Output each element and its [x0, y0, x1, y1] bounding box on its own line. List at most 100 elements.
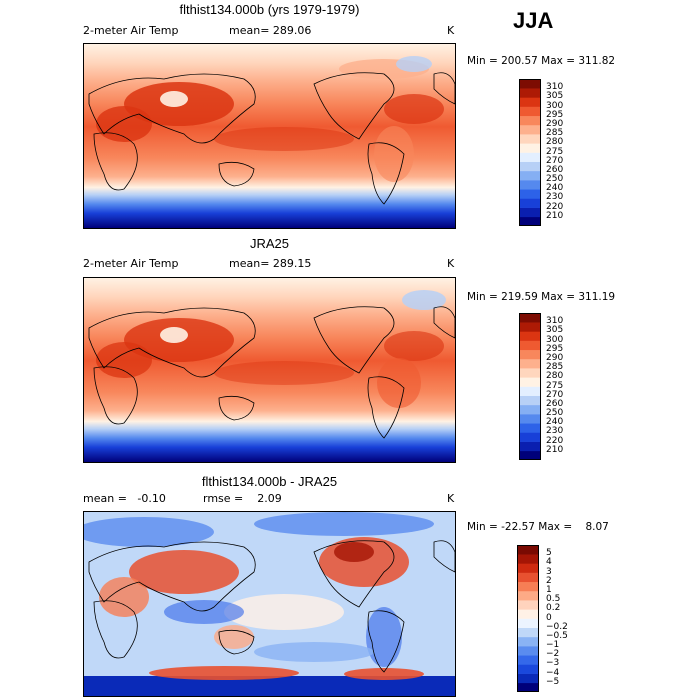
colorbar-swatch: [517, 600, 539, 610]
colorbar-swatch: [517, 563, 539, 573]
colorbar-swatch: [517, 609, 539, 619]
panel-title: JRA25: [249, 236, 290, 251]
colorbar-tick-label: 295: [546, 109, 564, 120]
colorbar-1-ticks: 210 220 230 240 250 260 270 275 280 285 290 295 300 3…: [546, 79, 586, 226]
mean-label: mean= 289.15: [229, 257, 312, 270]
colorbar-tick-label: 210: [546, 444, 564, 455]
units-label: K: [447, 24, 455, 37]
colorbar-tick-label: 220: [546, 435, 564, 446]
rmse-label: rmse = 2.09: [203, 492, 282, 505]
colorbar-swatch: [517, 554, 539, 564]
warm-anomaly-regions: [96, 56, 444, 182]
colorbar-tick-label: −5: [546, 676, 560, 687]
colorbar-svg: [519, 79, 541, 226]
colorbar-swatch: [519, 322, 541, 332]
warm-anomaly-regions: [96, 290, 446, 408]
coastlines: [88, 540, 455, 673]
season-label: JJA: [513, 8, 554, 33]
colorbar-tick-label: 275: [546, 146, 564, 157]
minmax-label: Min = 219.59 Max = 311.19: [467, 291, 616, 303]
panel-title: flthist134.000b (yrs 1979-1979): [179, 2, 360, 17]
colorbar-tick-label: 5: [546, 548, 552, 559]
colorbar-tick-label: 270: [546, 389, 564, 400]
colorbar-swatch: [519, 441, 541, 452]
colorbar-swatch: [519, 79, 541, 89]
coastlines: [88, 306, 455, 439]
colorbar-tick-label: 230: [546, 192, 564, 203]
colorbar-swatch: [517, 664, 539, 674]
colorbar-tick-label: 310: [546, 316, 564, 327]
colorbar-swatch: [517, 636, 539, 647]
variable-label: 2-meter Air Temp: [83, 257, 179, 270]
colorbar-swatch: [519, 216, 541, 226]
colorbar-2-ticks: 210 220 230 240 250 260 270 275 280 285 290 295 300 3…: [546, 313, 586, 460]
colorbar-swatch: [519, 189, 541, 199]
colorbar-tick-label: 280: [546, 137, 564, 148]
colorbar-svg: [517, 545, 539, 692]
colorbar-swatch: [519, 97, 541, 107]
colorbar-tick-label: 0: [546, 612, 552, 623]
colorbar-tick-label: 4: [546, 557, 552, 568]
colorbar-tick-label: −0.5: [546, 630, 568, 641]
map-svg: [84, 278, 455, 462]
colorbar-svg: [519, 313, 541, 460]
colorbar-tick-label: 280: [546, 371, 564, 382]
colorbar-swatch: [517, 673, 539, 684]
colorbar-swatch: [519, 106, 541, 117]
colorbar-swatch: [519, 152, 541, 162]
colorbar-tick-label: 305: [546, 325, 564, 336]
colorbar-tick-label: 295: [546, 343, 564, 354]
colorbar-swatch: [519, 198, 541, 208]
units-label: K: [447, 257, 455, 270]
colorbar-tick-label: 1: [546, 584, 552, 595]
colorbar-tick-label: 3: [546, 566, 552, 577]
colorbar-swatch: [519, 134, 541, 144]
colorbar-tick-label: 300: [546, 334, 564, 345]
colorbar-swatch: [519, 124, 541, 135]
colorbar-tick-label: 275: [546, 380, 564, 391]
colorbar-tick-label: 240: [546, 417, 564, 428]
colorbar-tick-label: 240: [546, 183, 564, 194]
colorbar-tick-label: −3: [546, 658, 560, 669]
colorbar-tick-label: 220: [546, 201, 564, 212]
colorbar-swatch: [519, 395, 541, 406]
colorbar-tick-label: 285: [546, 362, 564, 373]
colorbar-swatch: [519, 207, 541, 218]
colorbar-swatch: [519, 377, 541, 387]
panel-title: flthist134.000b - JRA25: [201, 474, 338, 489]
minmax-label: Min = -22.57 Max = 8.07: [467, 521, 609, 533]
colorbar-swatch: [519, 170, 541, 181]
colorbar-tick-label: 290: [546, 118, 564, 129]
colorbar-swatch: [519, 386, 541, 396]
colorbar-tick-label: 300: [546, 100, 564, 111]
colorbar-2: [519, 313, 541, 460]
colorbar-tick-label: 260: [546, 398, 564, 409]
colorbar-tick-label: −0.2: [546, 621, 568, 632]
colorbar-tick-label: −4: [546, 667, 560, 678]
colorbar-frame: [519, 313, 541, 460]
colorbar-tick-label: 285: [546, 128, 564, 139]
colorbar-swatch: [519, 313, 541, 323]
minmax-label: Min = 200.57 Max = 311.82: [467, 55, 616, 67]
colorbar-swatch: [517, 590, 539, 601]
colorbar-swatch: [519, 450, 541, 460]
colorbar-tick-label: 270: [546, 155, 564, 166]
colorbar-tick-label: 260: [546, 164, 564, 175]
colorbar-tick-label: 310: [546, 82, 564, 93]
colorbar-swatch: [519, 331, 541, 341]
colorbar-swatch: [519, 340, 541, 351]
colorbar-tick-label: 250: [546, 174, 564, 185]
colorbar-tick-label: 0.2: [546, 603, 561, 614]
colorbar-frame: [519, 79, 541, 226]
colorbar-swatch: [519, 368, 541, 378]
colorbar-tick-label: 210: [546, 210, 564, 221]
colorbar-swatch: [517, 655, 539, 665]
colorbar-swatch: [519, 115, 541, 126]
coastlines: [88, 72, 455, 205]
mean-label: mean = -0.10: [83, 492, 166, 505]
colorbar-tick-label: −2: [546, 649, 560, 660]
colorbar-3-ticks: −5 −4 −3 −2 −1 −0.5 −0.2 0 0.2 0.5 1 2 3 4 5: [546, 545, 586, 692]
colorbar-swatch: [519, 414, 541, 424]
colorbar-swatch: [519, 404, 541, 415]
colorbar-swatch: [519, 88, 541, 98]
